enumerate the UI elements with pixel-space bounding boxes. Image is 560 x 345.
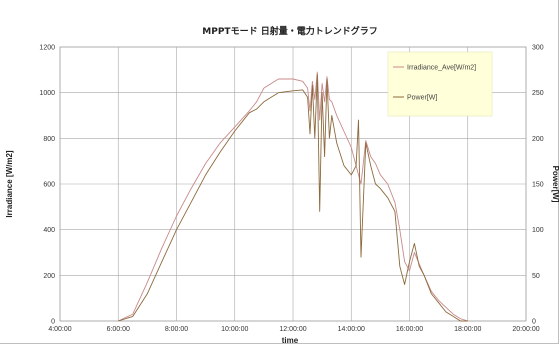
y2-tick-label: 300 [532, 45, 544, 52]
legend-box [387, 51, 493, 117]
y2-tick-label: 150 [532, 182, 544, 189]
legend-label-power: Power[W] [407, 95, 437, 102]
y2-axis-title: Power[W] [551, 166, 560, 203]
legend-label-irradiance: Irradiance_Ave[W/m2] [407, 65, 476, 72]
x-tick-label: 16:00:00 [396, 326, 423, 333]
y-tick-label: 600 [43, 182, 55, 189]
x-tick-label: 12:00:00 [279, 326, 306, 333]
x-tick-label: 18:00:00 [454, 326, 481, 333]
x-tick-label: 10:00:00 [221, 326, 248, 333]
chart-title: MPPTモード 日射量・電力トレンドグラフ [202, 25, 377, 37]
x-tick-label: 4:00:00 [48, 326, 71, 333]
y2-tick-label: 0 [532, 319, 536, 326]
x-tick-label: 6:00:00 [107, 326, 130, 333]
y-tick-label: 0 [51, 319, 55, 326]
legend: Irradiance_Ave[W/m2] Power[W] [387, 51, 493, 117]
y-tick-label: 400 [43, 227, 55, 234]
y2-tick-label: 100 [532, 227, 544, 234]
y-tick-label: 1200 [39, 45, 55, 52]
x-tick-label: 14:00:00 [338, 326, 365, 333]
series-line-irradiance [118, 71, 468, 322]
y2-tick-label: 250 [532, 90, 544, 97]
series-line-power [118, 73, 468, 322]
y2-tick-label: 200 [532, 136, 544, 143]
y2-tick-label: 50 [532, 273, 540, 280]
tick-layer: 0 200 400 600 800 1000 1200 0 50 100 150 200 250 300 4… [39, 45, 543, 334]
x-axis-title: time [282, 336, 299, 345]
y-tick-label: 1000 [39, 90, 55, 97]
grid-layer [60, 47, 526, 321]
y-tick-label: 200 [43, 273, 55, 280]
series-layer [118, 71, 468, 322]
y-axis-title: Irradiance [W/m2] [5, 150, 14, 217]
x-tick-label: 8:00:00 [165, 326, 188, 333]
x-tick-label: 20:00:00 [512, 326, 539, 333]
y-tick-label: 800 [43, 136, 55, 143]
